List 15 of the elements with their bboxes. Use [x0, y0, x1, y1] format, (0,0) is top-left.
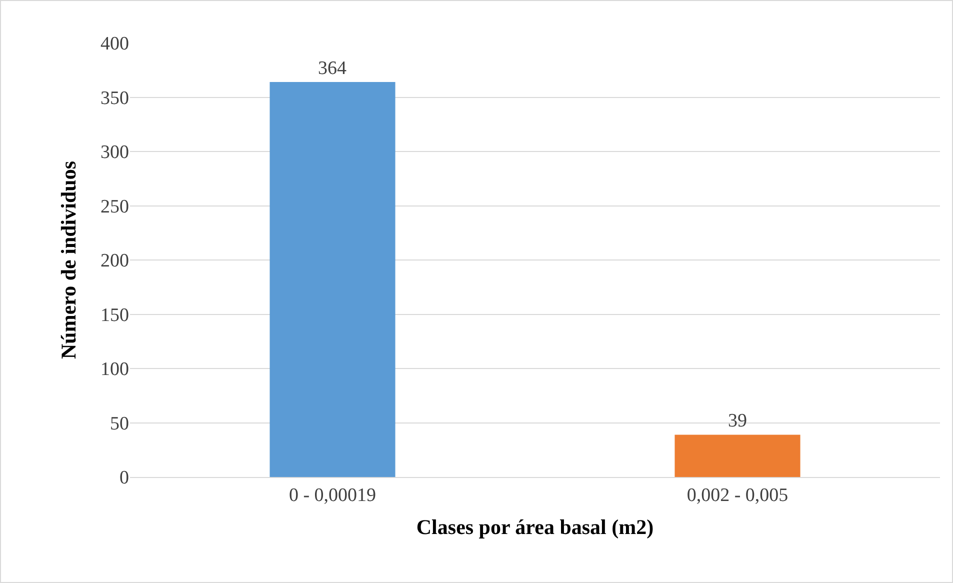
y-tick-label: 400	[100, 34, 129, 55]
y-axis-title: Número de individuos	[56, 161, 81, 359]
x-tick-label: 0,002 - 0,005	[686, 484, 788, 506]
y-tick-label: 50	[110, 413, 129, 434]
y-tick-label: 150	[100, 304, 129, 326]
x-axis-title: Clases por área basal (m2)	[416, 515, 654, 539]
y-tick-label: 0	[120, 468, 129, 489]
y-tick-label: 100	[100, 359, 129, 380]
y-tick-label: 300	[100, 142, 129, 164]
y-tick-label: 200	[100, 250, 129, 272]
data-label: 39	[728, 410, 747, 432]
data-label: 364	[318, 58, 347, 80]
x-tick-label: 0 - 0,00019	[288, 484, 376, 506]
y-tick-label: 350	[100, 88, 129, 109]
y-tick-label: 250	[100, 196, 129, 218]
